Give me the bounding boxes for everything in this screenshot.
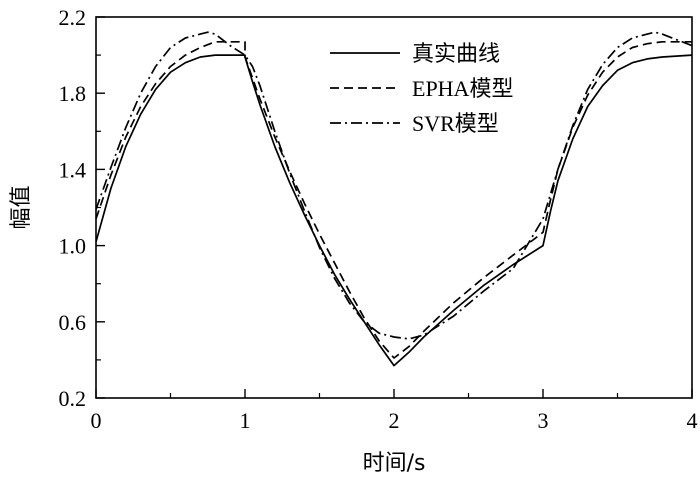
plot-lines [95,31,693,367]
y-tick-label: 0.6 [59,310,87,335]
plot-frame [95,16,693,399]
series-line-2 [95,40,692,359]
x-tick-label: 3 [538,408,549,433]
y-tick-label: 1.4 [59,157,87,182]
x-tick-label: 2 [389,408,400,433]
y-axis-title: 幅值 [9,185,34,229]
x-tick-label: 4 [687,408,698,433]
legend-label-3: SVR模型 [412,111,499,136]
legend: 真实曲线 EPHA模型 SVR模型 [330,41,513,136]
x-axis-title: 时间/s [363,451,426,476]
y-tick-label: 1.0 [59,234,87,259]
x-tick-label: 1 [240,408,251,433]
legend-label-2: EPHA模型 [412,76,513,101]
y-tick-label: 1.8 [59,81,87,106]
series-line-3 [95,31,693,340]
y-axis: 0.2 0.6 1.0 1.4 1.8 2.2 [59,5,105,411]
y-tick-label: 0.2 [59,386,87,411]
x-tick-label: 0 [91,408,102,433]
y-tick-label: 2.2 [59,5,87,30]
legend-label-1: 真实曲线 [412,41,500,66]
x-axis: 0 1 2 3 4 [91,389,698,433]
series-line-1 [95,54,693,367]
